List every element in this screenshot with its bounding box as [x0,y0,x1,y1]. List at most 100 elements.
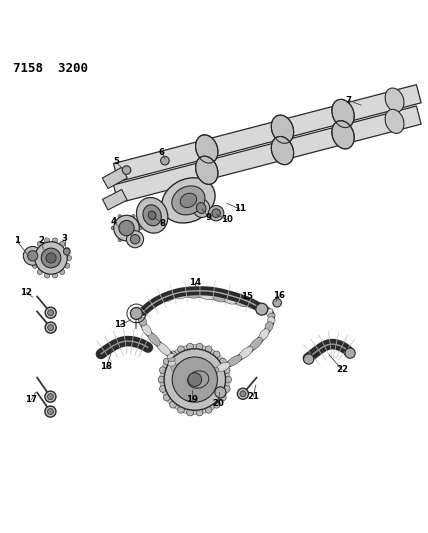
Ellipse shape [180,193,196,207]
Ellipse shape [265,322,273,331]
Circle shape [35,242,67,274]
Circle shape [41,248,61,268]
Circle shape [220,394,226,401]
Circle shape [256,303,268,315]
Circle shape [158,376,165,383]
Ellipse shape [157,342,171,356]
Ellipse shape [196,156,218,184]
Ellipse shape [332,120,354,149]
Ellipse shape [148,333,160,345]
Circle shape [122,166,131,174]
Polygon shape [113,85,421,182]
Circle shape [345,348,355,358]
Circle shape [160,156,169,165]
Ellipse shape [385,88,404,112]
Circle shape [160,385,166,392]
Circle shape [45,238,50,243]
Ellipse shape [172,186,205,215]
Circle shape [160,367,166,374]
Ellipse shape [266,309,273,316]
Text: 7158  3200: 7158 3200 [14,62,89,75]
Ellipse shape [167,357,175,361]
Circle shape [53,238,58,243]
Circle shape [59,269,65,274]
Circle shape [45,307,56,318]
Ellipse shape [271,136,294,165]
Text: 11: 11 [234,205,246,213]
Circle shape [163,394,170,401]
Ellipse shape [162,178,215,223]
Circle shape [213,401,220,408]
Circle shape [240,391,246,397]
Circle shape [223,367,230,374]
Text: 6: 6 [159,148,165,157]
Ellipse shape [171,364,179,372]
Circle shape [213,351,220,358]
Circle shape [48,394,54,400]
Circle shape [164,349,226,410]
Ellipse shape [332,99,354,127]
Circle shape [205,406,212,413]
Ellipse shape [268,317,275,324]
Text: 15: 15 [241,292,253,301]
Text: 14: 14 [189,278,201,287]
Circle shape [45,273,50,278]
Circle shape [30,255,36,261]
Ellipse shape [139,309,147,318]
Circle shape [225,376,232,383]
Ellipse shape [197,370,209,378]
Ellipse shape [227,356,241,366]
Circle shape [45,322,56,333]
Circle shape [196,343,203,350]
Ellipse shape [186,371,199,378]
Ellipse shape [259,329,269,340]
Ellipse shape [271,115,294,143]
Circle shape [65,248,70,253]
Text: 20: 20 [212,399,224,408]
Circle shape [66,255,71,261]
Ellipse shape [172,291,188,299]
Ellipse shape [176,368,188,376]
Circle shape [65,263,70,268]
Circle shape [187,343,193,350]
Circle shape [119,221,134,236]
Ellipse shape [199,292,215,300]
Text: 16: 16 [273,291,285,300]
Circle shape [205,346,212,353]
Ellipse shape [142,324,152,336]
Ellipse shape [168,361,175,366]
Ellipse shape [196,135,218,163]
Ellipse shape [137,198,168,233]
Circle shape [188,373,202,386]
Ellipse shape [238,346,253,359]
Circle shape [196,409,203,416]
Text: 4: 4 [111,217,117,226]
Circle shape [45,391,56,402]
Circle shape [172,357,217,402]
Circle shape [208,206,224,221]
Circle shape [118,238,122,241]
Ellipse shape [143,302,153,312]
Circle shape [45,406,56,417]
Circle shape [139,227,142,230]
Ellipse shape [160,293,175,302]
Polygon shape [102,190,127,210]
Ellipse shape [212,294,227,302]
Circle shape [169,401,176,408]
Circle shape [178,406,184,413]
Circle shape [114,215,140,241]
Ellipse shape [235,298,249,306]
Circle shape [63,248,70,255]
Circle shape [169,351,176,358]
Text: 8: 8 [160,220,166,228]
Ellipse shape [143,205,161,226]
Ellipse shape [139,316,146,326]
Circle shape [187,409,193,416]
Text: 12: 12 [20,288,32,296]
Text: 3: 3 [62,235,68,243]
Circle shape [48,325,54,330]
Circle shape [118,215,122,218]
Circle shape [27,251,38,261]
Text: 18: 18 [101,362,113,372]
Ellipse shape [148,211,156,220]
